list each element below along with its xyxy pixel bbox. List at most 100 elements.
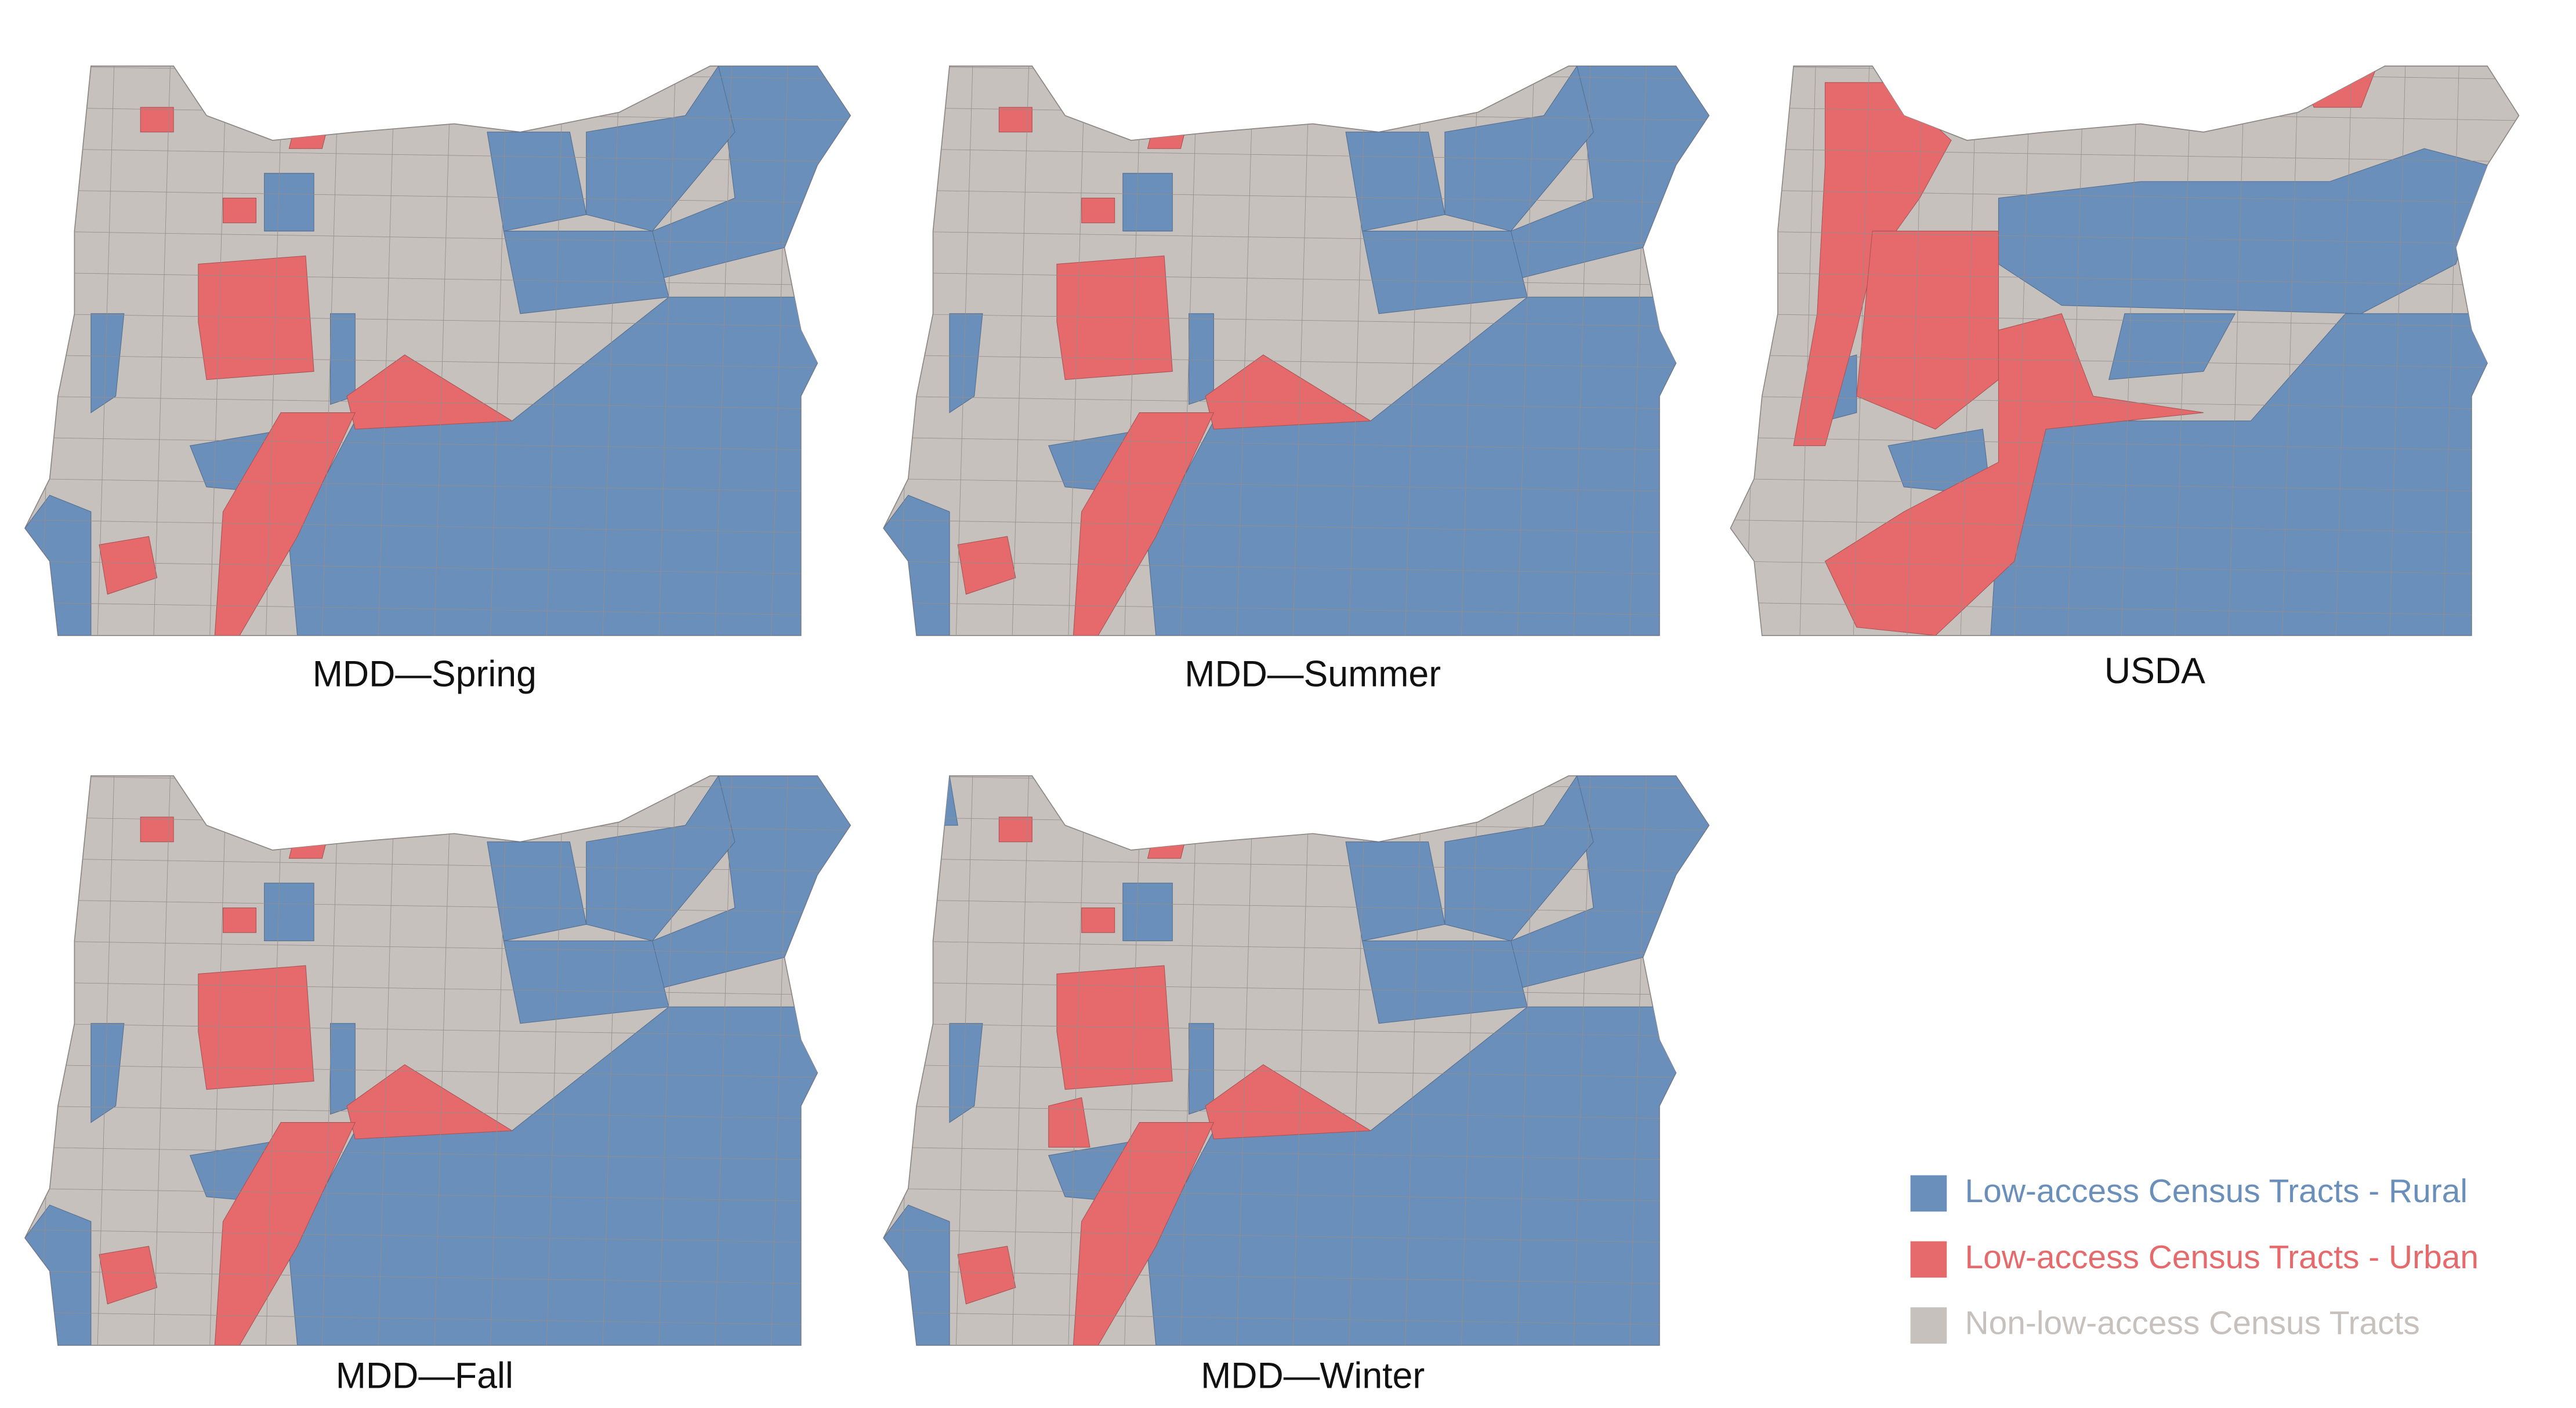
tract-boundary: [2067, 66, 2084, 636]
urban-tracts: [99, 1246, 158, 1305]
tract-boundary: [883, 231, 1709, 245]
urban-tracts: [1048, 1097, 1090, 1148]
tract-boundary: [24, 1146, 851, 1161]
urban-tracts: [1056, 255, 1173, 380]
tract-boundary: [883, 313, 1709, 328]
panel-label: MDD—Summer: [1184, 654, 1441, 695]
tract-boundary: [1236, 66, 1254, 636]
legend-label: Low-access Census Tracts - Urban: [1965, 1239, 2479, 1276]
tract-boundary: [883, 602, 1709, 616]
tract-boundary: [1730, 478, 2519, 492]
tract-boundary: [1461, 66, 1479, 636]
tract-boundary: [658, 66, 676, 636]
tract-boundary: [771, 66, 788, 636]
tract-boundary: [1730, 520, 2519, 534]
tract-boundary: [1853, 66, 1869, 636]
tract-boundary: [1730, 272, 2519, 286]
tract-boundary: [24, 858, 851, 872]
tract-boundary: [1124, 66, 1142, 636]
tract-boundary: [24, 189, 851, 204]
tract-boundary: [1629, 775, 1647, 1345]
tract-boundary: [24, 478, 851, 492]
map-panel: [883, 775, 1710, 1346]
tract-boundary: [883, 1188, 1709, 1202]
tract-boundary: [2282, 66, 2299, 636]
tract-boundary: [1292, 775, 1310, 1345]
tract-boundary: [378, 66, 396, 636]
rural-tracts: [90, 1023, 125, 1123]
tract-boundary: [1573, 775, 1590, 1345]
tracts: [24, 775, 851, 1345]
rural-tracts: [24, 1204, 92, 1345]
rural-tracts: [1345, 132, 1445, 232]
urban-tracts: [222, 907, 257, 933]
tracts: [24, 66, 851, 636]
urban-tracts: [140, 817, 174, 843]
urban-tracts: [140, 107, 174, 133]
tract-boundary: [24, 1188, 851, 1202]
map-panel: [24, 775, 852, 1346]
urban-tracts: [998, 817, 1032, 843]
tract-boundary: [883, 1064, 1709, 1079]
tract-boundary: [24, 899, 851, 913]
tract-boundary: [883, 354, 1709, 369]
legend-swatch: [1910, 1241, 1947, 1278]
tracts: [883, 775, 1709, 1345]
tract-boundary: [434, 66, 451, 636]
tract-boundary: [97, 775, 115, 1345]
tract-boundary: [24, 1023, 851, 1037]
tract-boundary: [602, 66, 620, 636]
rural-tracts: [1122, 883, 1173, 942]
tract-boundary: [1730, 354, 2519, 369]
tract-boundary: [546, 66, 564, 636]
tract-boundary: [24, 1229, 851, 1243]
tract-boundary: [715, 775, 732, 1345]
tract-boundary: [883, 941, 1709, 955]
tract-boundary: [883, 437, 1709, 451]
tract-boundary: [378, 775, 396, 1345]
tract-boundary: [1730, 602, 2519, 616]
panel-label: MDD—Winter: [1201, 1355, 1425, 1396]
tract-boundary: [883, 561, 1709, 575]
tract-boundary: [883, 1312, 1709, 1326]
rural-tracts: [949, 313, 983, 413]
tract-boundary: [955, 66, 973, 636]
tract-boundary: [883, 982, 1709, 996]
tract-boundary: [97, 66, 115, 636]
rural-tracts: [1345, 841, 1445, 942]
tract-boundary: [1730, 231, 2519, 245]
urban-tracts: [1824, 313, 2204, 636]
tract-boundary: [209, 775, 227, 1345]
tract-boundary: [883, 272, 1709, 286]
tract-boundary: [1349, 66, 1366, 636]
tract-boundary: [1730, 395, 2519, 410]
tract-boundary: [24, 1312, 851, 1326]
tract-boundary: [490, 66, 508, 636]
tract-boundary: [771, 775, 788, 1345]
tract-boundary: [1068, 66, 1085, 636]
tract-boundary: [1730, 561, 2519, 575]
tract-boundary: [1349, 775, 1366, 1345]
tract-boundary: [24, 395, 851, 410]
tract-boundary: [1960, 66, 1977, 636]
tract-boundary: [1730, 148, 2519, 162]
tract-boundary: [1180, 775, 1198, 1345]
tract-boundary: [2389, 66, 2406, 636]
tract-boundary: [2443, 66, 2459, 636]
rural-tracts: [883, 1204, 950, 1345]
tract-boundary: [883, 858, 1709, 872]
tract-boundary: [434, 775, 451, 1345]
rural-tracts: [1189, 313, 1214, 405]
tract-boundary: [266, 775, 283, 1345]
tract-boundary: [1517, 775, 1535, 1345]
tract-boundary: [658, 775, 676, 1345]
tract-boundary: [1730, 313, 2519, 328]
tract-boundary: [2014, 66, 2031, 636]
tract-boundary: [883, 148, 1709, 162]
rural-tracts: [487, 841, 587, 942]
tract-boundary: [1292, 66, 1310, 636]
panel-label: MDD—Spring: [313, 654, 537, 695]
tract-boundary: [1012, 775, 1030, 1345]
